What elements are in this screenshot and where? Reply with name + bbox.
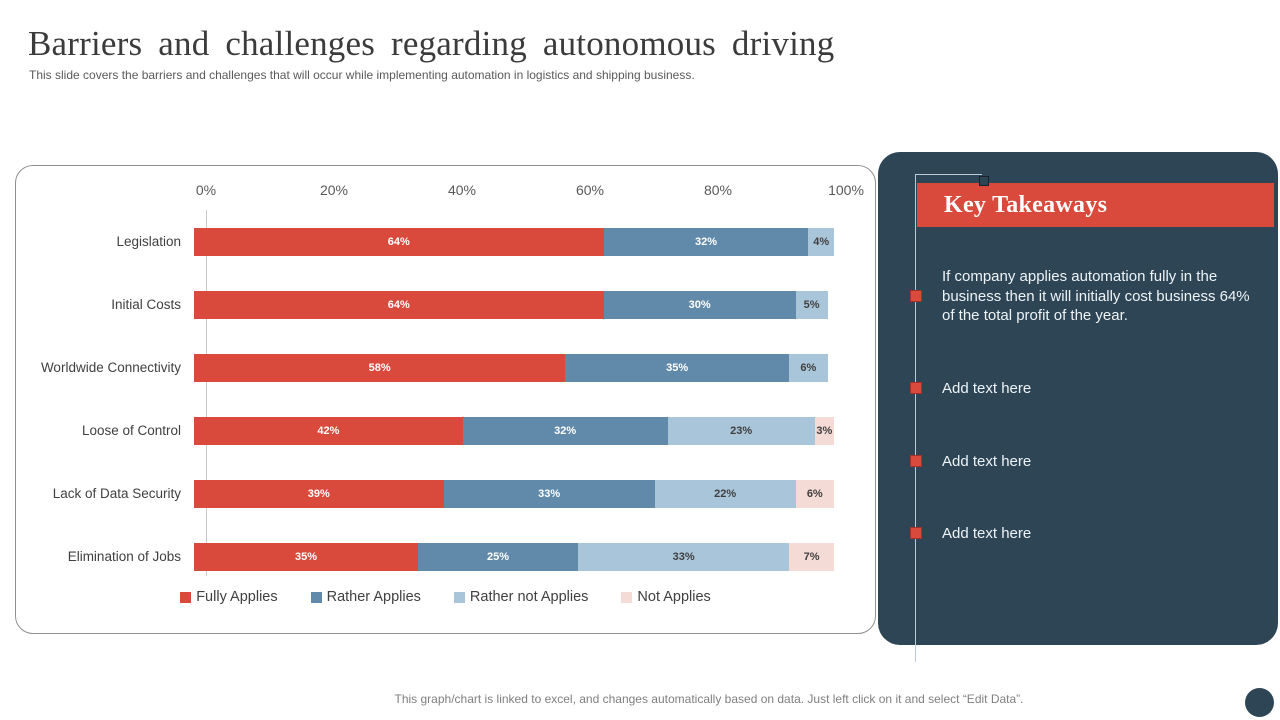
category-label: Loose of Control <box>81 423 181 438</box>
chart-legend: Fully Applies Rather Applies Rather not Ap… <box>16 589 875 605</box>
chart-row: Lack of Data Security 39% 33% 22% 6% <box>16 462 875 525</box>
x-axis-ticks: 0% 20% 40% 60% 80% 100% <box>196 182 864 200</box>
bar-track: 42% 32% 23% 3% <box>194 416 834 445</box>
bar-segment: 4% <box>808 227 834 256</box>
takeaways-connector-square-icon <box>979 176 989 186</box>
barriers-stacked-bar-chart[interactable]: 0% 20% 40% 60% 80% 100% Legislation 64% 32% 4% In… <box>15 165 876 634</box>
bar-segment: 58% <box>194 353 566 382</box>
chart-row: Worldwide Connectivity 58% 35% 6% <box>16 336 875 399</box>
chart-row: Legislation 64% 32% 4% <box>16 210 875 273</box>
legend-label: Not Applies <box>637 589 711 605</box>
category-label: Initial Costs <box>111 297 181 312</box>
bar-segment: 33% <box>578 542 790 571</box>
footer-note: This graph/chart is linked to excel, and… <box>394 692 1024 706</box>
takeaway-placeholder[interactable]: Add text here <box>942 380 1032 397</box>
bar-segment: 35% <box>194 542 418 571</box>
key-takeaways-header: Key Takeaways <box>917 183 1274 227</box>
takeaway-placeholder[interactable]: Add text here <box>942 525 1032 542</box>
bar-segment: 30% <box>603 290 796 319</box>
category-label: Lack of Data Security <box>52 486 181 501</box>
bar-segment: 23% <box>667 416 815 445</box>
y-axis-line <box>206 210 207 576</box>
category-label: Worldwide Connectivity <box>40 360 181 375</box>
chart-row: Initial Costs 64% 30% 5% <box>16 273 875 336</box>
bullet-square-icon <box>910 290 922 302</box>
plot-rows: Legislation 64% 32% 4% Initial Costs 64% 30% 5%… <box>16 210 875 588</box>
legend-swatch-icon <box>453 591 465 603</box>
legend-swatch-icon <box>180 591 192 603</box>
bar-segment: 7% <box>789 542 834 571</box>
bar-segment: 39% <box>194 479 444 508</box>
x-axis-tick-label: 0% <box>195 182 217 198</box>
legend-label: Rather not Applies <box>469 589 589 605</box>
chart-row: Loose of Control 42% 32% 23% 3% <box>16 399 875 462</box>
category-label: Legislation <box>116 234 181 249</box>
legend-item: Not Applies <box>621 589 711 605</box>
bar-segment: 64% <box>194 227 604 256</box>
takeaways-connector-line-vertical <box>915 174 916 662</box>
bar-segment: 25% <box>418 542 578 571</box>
bar-segment: 33% <box>443 479 655 508</box>
bullet-square-icon <box>910 455 922 467</box>
bar-segment: 32% <box>603 227 809 256</box>
legend-item: Fully Applies <box>180 589 278 605</box>
legend-label: Rather Applies <box>326 589 421 605</box>
bar-segment: 22% <box>654 479 796 508</box>
legend-swatch-icon <box>310 591 322 603</box>
bar-track: 35% 25% 33% 7% <box>194 542 834 571</box>
bar-segment: 6% <box>789 353 828 382</box>
category-label: Elimination of Jobs <box>67 549 181 564</box>
bar-track: 39% 33% 22% 6% <box>194 479 834 508</box>
bullet-square-icon <box>910 382 922 394</box>
x-axis-tick-label: 20% <box>319 182 349 198</box>
bar-segment: 64% <box>194 290 604 319</box>
page-subtitle: This slide covers the barriers and chall… <box>29 68 695 82</box>
x-axis-tick-label: 100% <box>828 182 864 198</box>
x-axis-tick-label: 40% <box>447 182 477 198</box>
x-axis-tick-label: 80% <box>703 182 733 198</box>
bar-segment: 3% <box>814 416 834 445</box>
decorative-circle <box>1245 688 1274 717</box>
bar-segment: 32% <box>462 416 668 445</box>
bar-track: 64% 30% 5% <box>194 290 834 319</box>
bar-track: 58% 35% 6% <box>194 353 834 382</box>
legend-label: Fully Applies <box>196 589 278 605</box>
legend-item: Rather Applies <box>310 589 421 605</box>
takeaways-connector-line-horizontal <box>916 174 982 175</box>
bar-segment: 5% <box>795 290 828 319</box>
bullet-square-icon <box>910 527 922 539</box>
bar-segment: 35% <box>565 353 790 382</box>
legend-swatch-icon <box>621 591 633 603</box>
bar-track: 64% 32% 4% <box>194 227 834 256</box>
takeaway-placeholder[interactable]: Add text here <box>942 453 1032 470</box>
bar-segment: 42% <box>194 416 463 445</box>
bar-segment: 6% <box>795 479 834 508</box>
page-title: Barriers and challenges regarding autono… <box>28 24 835 63</box>
legend-item: Rather not Applies <box>453 589 589 605</box>
key-takeaways-panel <box>878 152 1278 645</box>
takeaway-item: If company applies automation fully in t… <box>942 268 1250 324</box>
chart-row: Elimination of Jobs 35% 25% 33% 7% <box>16 525 875 588</box>
x-axis-tick-label: 60% <box>575 182 605 198</box>
